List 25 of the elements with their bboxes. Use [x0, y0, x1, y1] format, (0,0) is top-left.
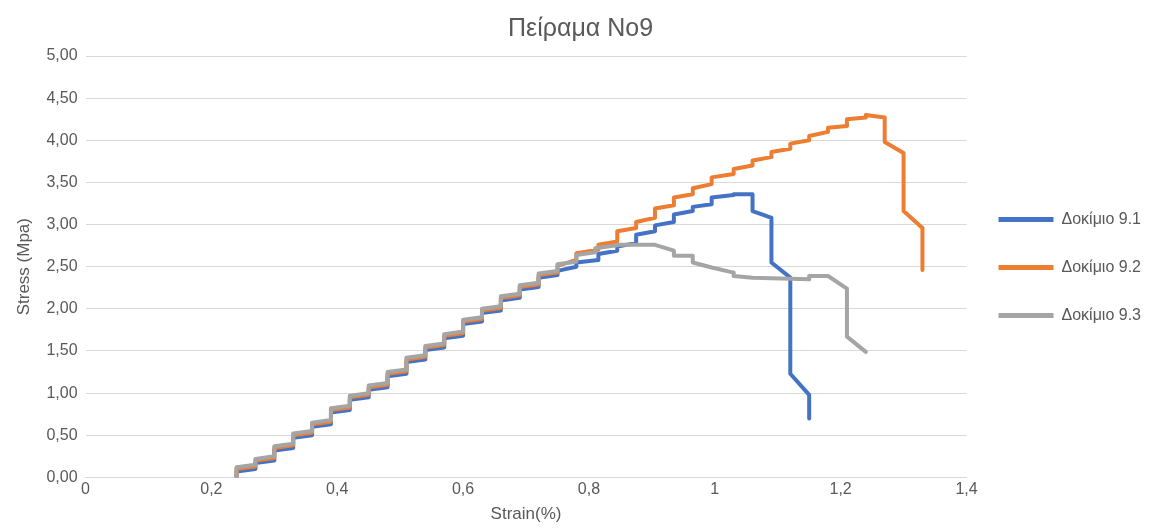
y-tick-label: 3,50	[46, 172, 78, 190]
x-tick-label: 0,4	[326, 480, 349, 498]
y-tick-label: 4,00	[46, 130, 78, 148]
x-tick-label: 0	[81, 480, 91, 498]
x-tick-label: 0,6	[451, 480, 475, 498]
x-tick-label: 0,8	[577, 480, 601, 498]
x-tick-label: 1,2	[829, 480, 852, 498]
y-tick-label: 2,00	[46, 299, 78, 317]
y-tick-label: 5,00	[46, 46, 78, 64]
legend-label: Δοκίμιο 9.1	[1061, 209, 1142, 227]
y-tick-label: 0,00	[46, 467, 78, 485]
y-tick-label: 2,50	[46, 257, 78, 275]
y-tick-label: 3,00	[46, 214, 78, 232]
x-axis-title: Strain(%)	[490, 504, 562, 524]
x-tick-label: 1	[710, 480, 720, 498]
x-tick-label: 1,4	[955, 480, 978, 498]
y-tick-label: 4,50	[46, 88, 78, 106]
y-axis-title: Stress (Mpa)	[13, 218, 33, 316]
y-tick-label: 1,00	[46, 383, 78, 401]
legend-label: Δοκίμιο 9.3	[1061, 305, 1142, 323]
chart-title: Πείραμα Νο9	[507, 12, 654, 41]
x-tick-label: 0,2	[200, 480, 223, 498]
y-tick-label: 0,50	[46, 425, 78, 443]
y-tick-label: 1,50	[46, 341, 78, 359]
legend-label: Δοκίμιο 9.2	[1061, 257, 1142, 275]
